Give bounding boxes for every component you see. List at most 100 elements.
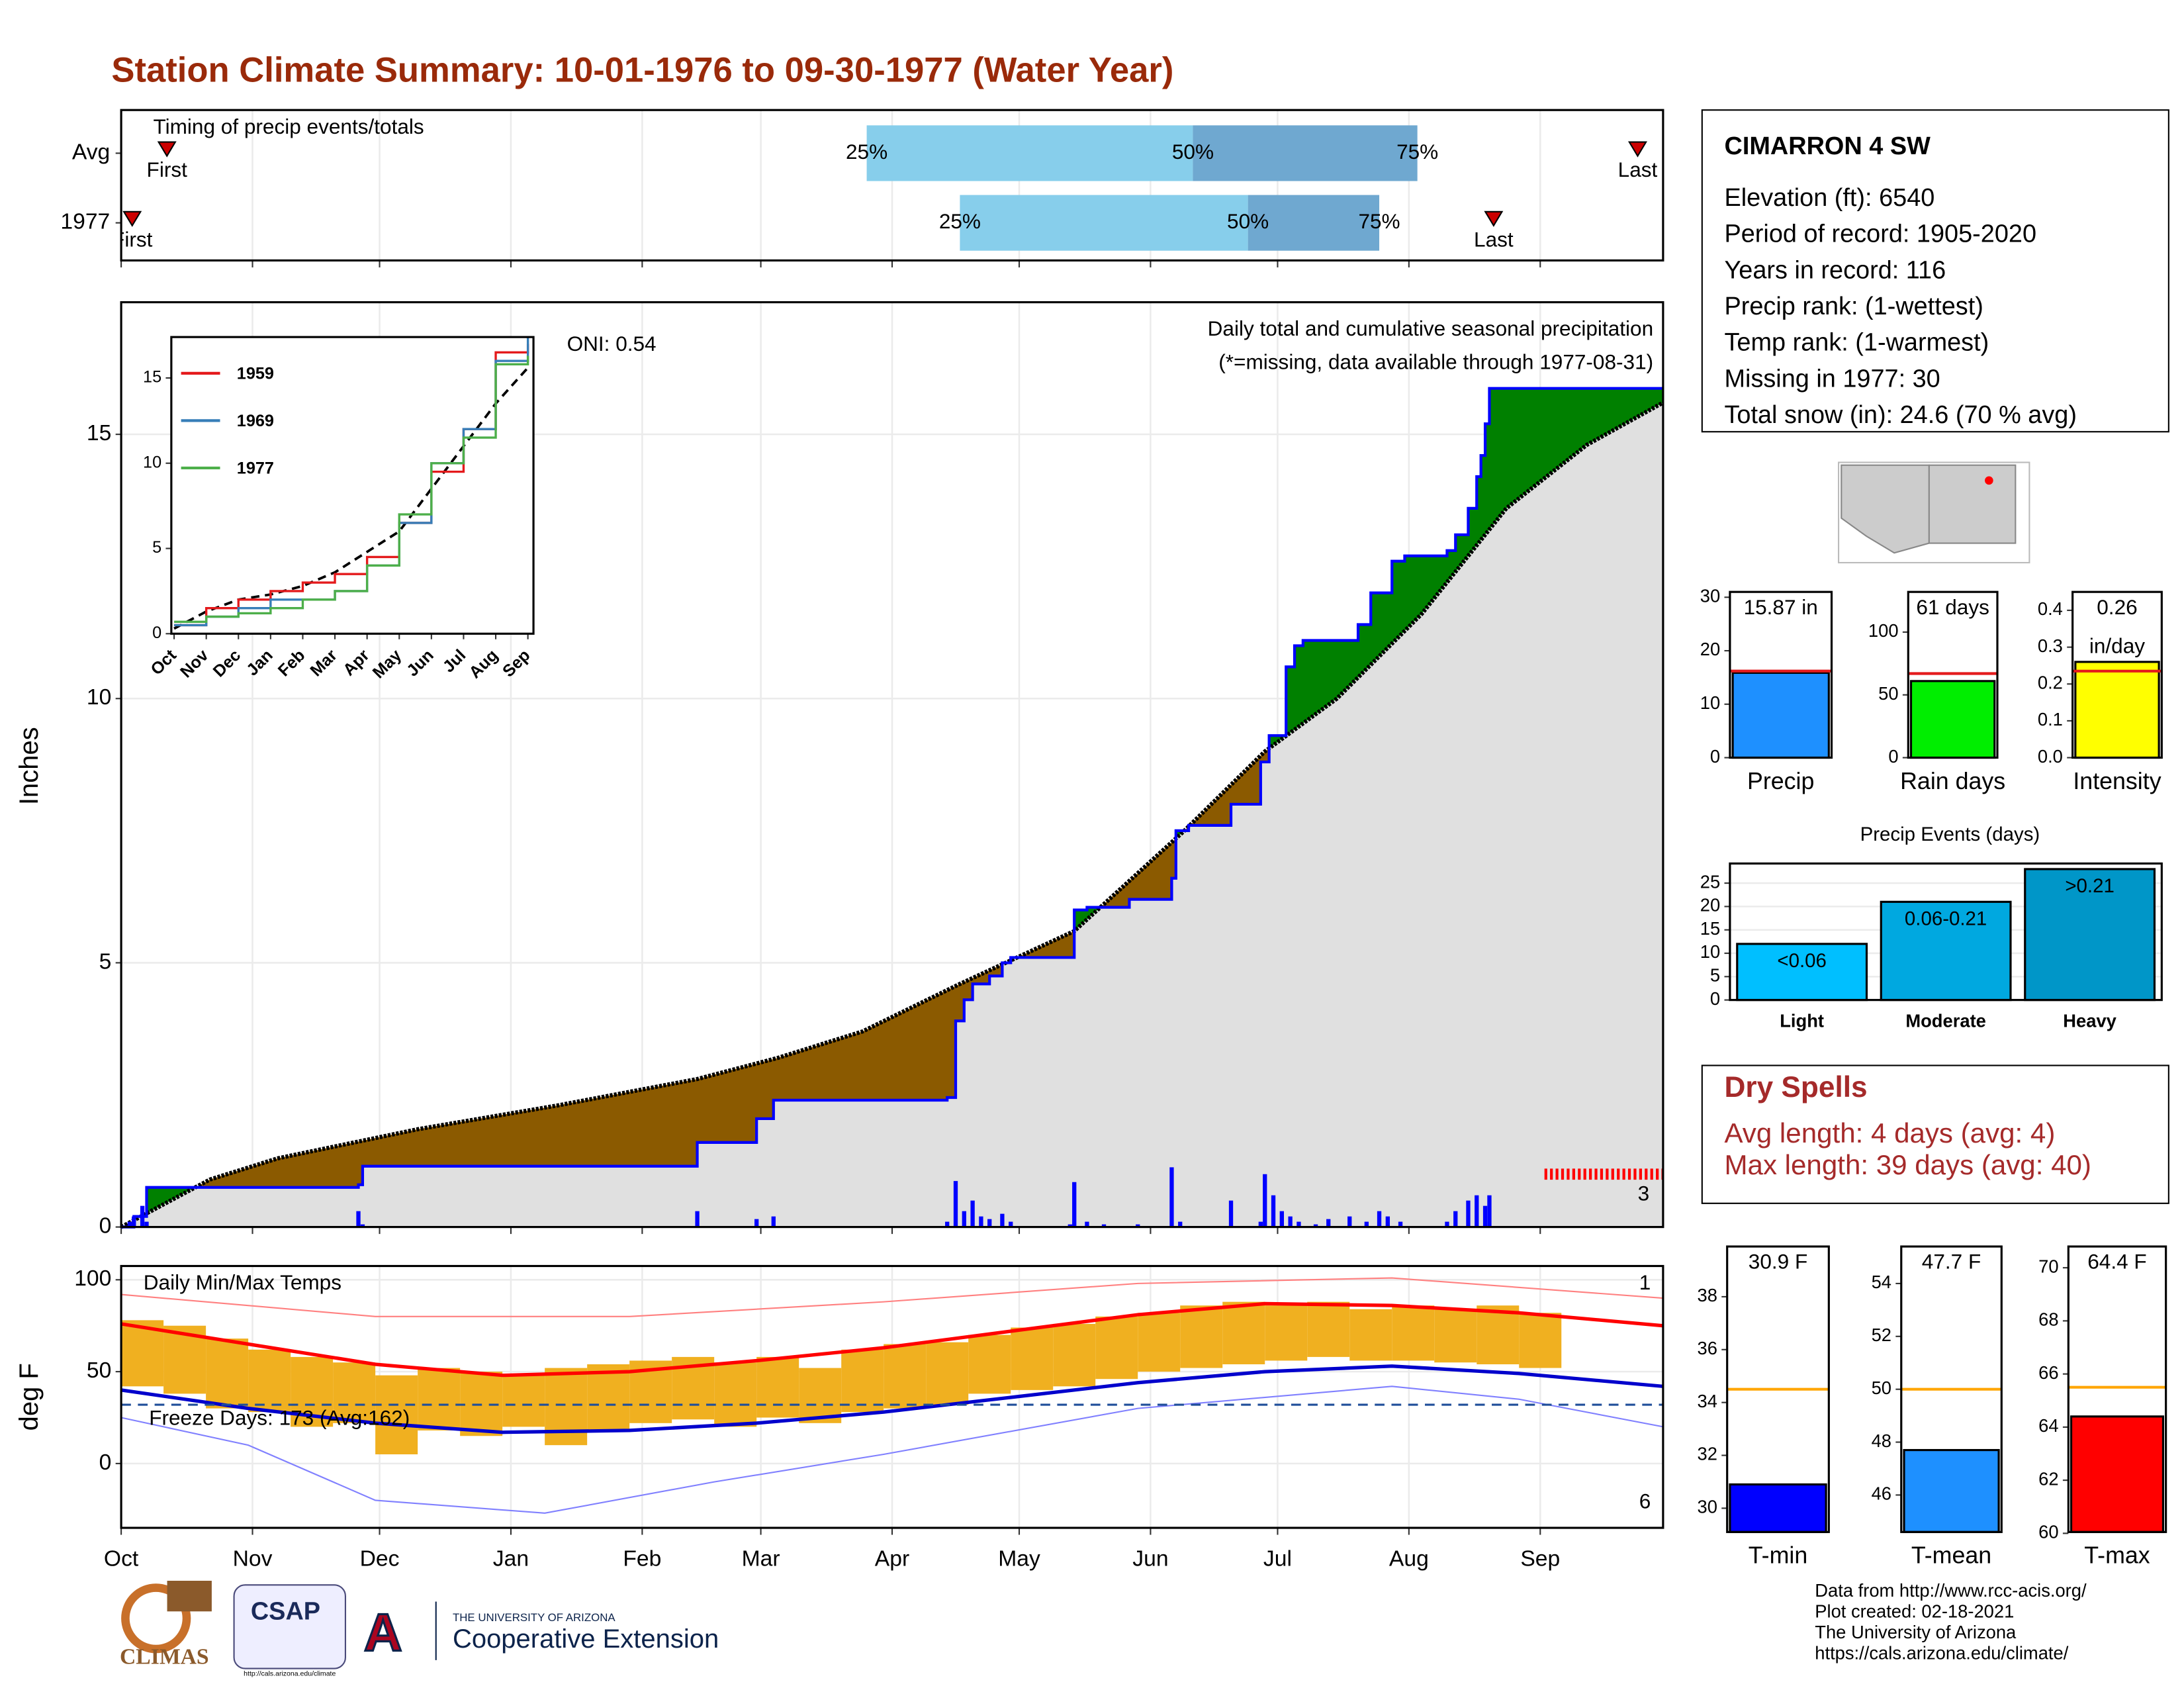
daily-bar <box>1279 1211 1284 1227</box>
bin-label: <0.06 <box>1777 950 1827 972</box>
panel-title: Daily total and cumulative seasonal prec… <box>1208 316 1653 340</box>
quartile-label: 25% <box>846 140 887 164</box>
y-tick-label: 5 <box>1710 965 1720 986</box>
daily-bar <box>1169 1167 1174 1227</box>
station-line: Missing in 1977: 30 <box>1724 365 1940 393</box>
y-tick-label: 52 <box>1872 1325 1891 1345</box>
daily-bar <box>1398 1221 1403 1227</box>
daily-bar <box>140 1205 145 1227</box>
average-area <box>121 402 1663 1227</box>
dry-spells-line: Max length: 39 days (avg: 40) <box>1724 1149 2091 1180</box>
y-tick-label: 30 <box>1700 585 1720 606</box>
station-line: Elevation (ft): 6540 <box>1724 184 1934 212</box>
event-marker <box>157 141 177 158</box>
y-tick-label: 15 <box>87 421 111 445</box>
count-label: 3 <box>1638 1182 1650 1205</box>
temp-bar <box>1477 1305 1520 1365</box>
gauge-frame <box>1907 590 1999 759</box>
freeze-label: Freeze Days: 173 (Avg:162) <box>149 1405 410 1429</box>
y-tick-label: 0 <box>1710 988 1720 1009</box>
x-tick-label: Jul <box>1263 1546 1292 1571</box>
y-tick-label: 50 <box>87 1358 111 1383</box>
daily-bar <box>771 1216 776 1227</box>
record-max-line <box>121 1277 1663 1317</box>
ua-logo: A <box>364 1603 402 1662</box>
gauge-label: T-max <box>2084 1542 2150 1569</box>
daily-bar <box>1385 1216 1390 1227</box>
legend-label: 1959 <box>237 365 274 383</box>
event-label: First <box>112 227 153 251</box>
y-axis-label: Inches <box>15 727 44 805</box>
y-tick-label: 54 <box>1872 1272 1891 1292</box>
y-tick-label: 0 <box>99 1213 112 1238</box>
gauge-frame <box>1729 590 1833 759</box>
temp-bar <box>799 1368 842 1423</box>
bin-label: 0.06-0.21 <box>1905 908 1987 929</box>
y-tick-label: 10 <box>1700 692 1720 713</box>
daily-bar <box>970 1200 975 1227</box>
y-tick-label: 30 <box>1698 1497 1717 1517</box>
gauge-bar <box>1729 1483 1827 1533</box>
y-tick-label: 15 <box>143 368 161 387</box>
daily-bar <box>1068 1224 1072 1227</box>
daily-bar <box>1000 1213 1005 1227</box>
gauge-bar <box>2070 1415 2165 1533</box>
panel-frame <box>1729 862 2163 1002</box>
daily-bar <box>962 1211 966 1227</box>
y-tick-label: 50 <box>1872 1378 1891 1398</box>
value-label: 64.4 F <box>2087 1250 2146 1274</box>
temp-bar <box>1434 1309 1477 1363</box>
footer-line: Data from http://www.rcc-acis.org/ <box>1815 1580 2087 1601</box>
event-label: Last <box>1618 158 1658 181</box>
legend-label: 1969 <box>237 412 274 430</box>
quartile-label: 25% <box>939 209 981 233</box>
daily-bar <box>360 1224 365 1227</box>
station-line: Precip rank: (1-wettest) <box>1724 293 1983 320</box>
y-tick-label: 10 <box>1700 941 1720 962</box>
value-label: 15.87 in <box>1744 595 1818 619</box>
x-tick-label: Oct <box>104 1546 139 1571</box>
x-tick-label: Dec <box>360 1546 400 1571</box>
y-tick-label: 32 <box>1698 1444 1717 1464</box>
extension-name: Cooperative Extension <box>453 1624 719 1654</box>
y-tick-label: 0.1 <box>2038 709 2063 729</box>
daily-bar <box>953 1181 958 1227</box>
x-tick-label: Apr <box>875 1546 909 1571</box>
avg-max-line <box>120 1301 1664 1378</box>
locator-map <box>1838 461 2030 564</box>
x-tick-label: Light <box>1780 1011 1824 1031</box>
temp-bar <box>248 1349 291 1413</box>
y-tick-label: 20 <box>1700 639 1720 659</box>
daily-bar <box>1085 1221 1089 1227</box>
daily-bar <box>1364 1221 1369 1227</box>
temp-bar <box>1011 1327 1054 1390</box>
gauge-label: Rain days <box>1900 768 2005 794</box>
y-tick-label: 34 <box>1698 1391 1717 1411</box>
y-axis-label: deg F <box>15 1363 44 1430</box>
inset-bg <box>171 337 534 634</box>
panel-title: Timing of precip events/totals <box>154 115 424 138</box>
temp-bar <box>968 1335 1011 1394</box>
climas-logo: CLIMAS <box>120 1645 209 1669</box>
temp-bar <box>756 1356 799 1418</box>
gauge-frame <box>2071 590 2163 759</box>
series-line <box>174 355 529 623</box>
y-tick-label: 25 <box>1700 871 1720 892</box>
daily-bar <box>1453 1211 1458 1227</box>
bar <box>1880 900 2012 1002</box>
daily-bar <box>979 1216 983 1227</box>
station-line: Period of record: 1905-2020 <box>1724 220 2036 248</box>
gauge-label: T-mean <box>1911 1542 1991 1569</box>
temp-bar <box>1519 1313 1562 1368</box>
csap-logo: CSAP <box>251 1597 320 1625</box>
temp-bar <box>418 1368 461 1430</box>
daily-bar <box>1487 1195 1492 1227</box>
record-high-count: 1 <box>1639 1270 1651 1294</box>
daily-bar <box>1475 1195 1479 1227</box>
value-label: 0.26 <box>2097 595 2137 619</box>
record-min-line <box>120 1385 1664 1514</box>
row-label: Avg <box>72 140 110 164</box>
x-tick-label: Feb <box>623 1546 661 1571</box>
x-tick-label: May <box>998 1546 1040 1571</box>
temp-bar <box>1307 1301 1350 1357</box>
